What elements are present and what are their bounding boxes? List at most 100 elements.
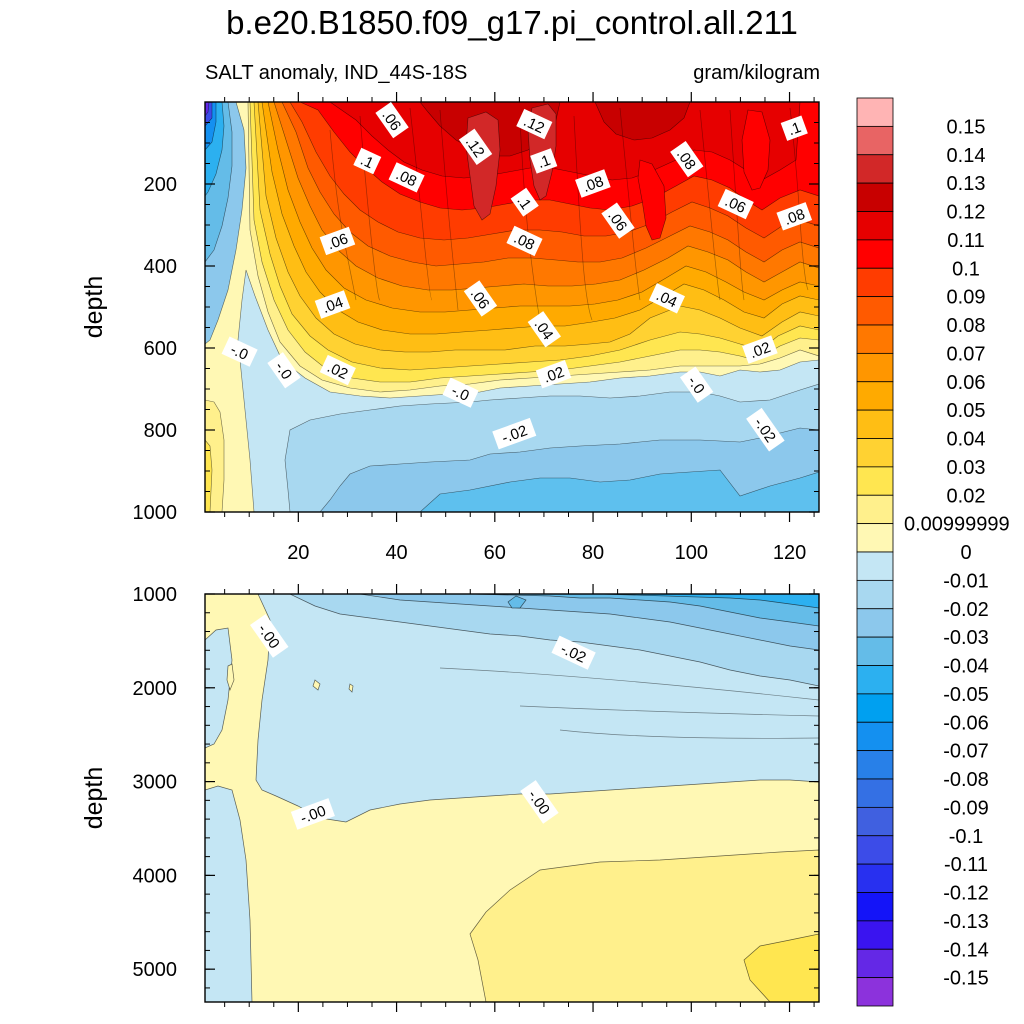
colorbar-swatch <box>856 579 894 610</box>
contour-label: -.0 <box>679 366 714 403</box>
contour-label: .1 <box>780 115 808 141</box>
y-tick-label: 1000 <box>133 502 178 524</box>
chart-title: b.e20.B1850.f09_g17.pi_control.all.211 <box>226 4 798 41</box>
colorbar-label: -0.14 <box>943 939 989 961</box>
colorbar-swatch <box>856 665 894 695</box>
colorbar-swatch <box>856 381 894 411</box>
contour-label: -.0 <box>442 377 479 408</box>
colorbar-swatch <box>856 97 894 127</box>
contour-label-bg <box>353 147 382 175</box>
contour-label-text: .04 <box>320 294 345 317</box>
contour-label-text: -.0 <box>228 341 251 364</box>
contour-label: .1 <box>510 187 539 217</box>
contour-label-bg <box>601 202 635 239</box>
colorbar-swatch <box>856 523 894 553</box>
contour-label: .1 <box>530 148 558 174</box>
contour-label: -.0 <box>221 336 258 367</box>
contour-label-bg <box>670 140 704 178</box>
contour-label-bg <box>530 148 558 174</box>
colorbar-swatch <box>856 892 894 922</box>
colorbar-swatch <box>856 438 894 468</box>
colorbar-swatch <box>856 239 894 269</box>
colorbar-label: -0.03 <box>943 627 989 649</box>
y-tick-label: 3000 <box>133 772 178 794</box>
y-tick-label: 1000 <box>133 584 178 606</box>
y-tick-label: 800 <box>144 420 177 442</box>
y-tick-label: 5000 <box>133 959 178 981</box>
x-tick-label: 100 <box>675 542 708 564</box>
colorbar-swatch <box>856 352 894 383</box>
colorbar-swatch <box>856 835 894 865</box>
contour-label-text: .1 <box>535 152 553 172</box>
contour-label-text: -.0 <box>271 359 295 383</box>
contour-label-bg <box>575 169 611 198</box>
colorbar-label: -0.09 <box>943 797 989 819</box>
contour-label-bg <box>776 202 813 231</box>
colorbar-swatch <box>856 324 894 354</box>
contour-label-bg <box>648 283 686 314</box>
contour-label-bg <box>780 115 808 141</box>
contour-label-text: -.0 <box>449 382 472 405</box>
colorbar-label: 0.06 <box>947 372 986 394</box>
contour-label-bg <box>527 311 562 348</box>
colorbar-swatch <box>856 211 894 241</box>
upper-axes: 200 400 600 800 1000 20 40 60 80 100 120 depth <box>80 92 819 564</box>
colorbar-label: 0.09 <box>947 287 986 309</box>
colorbar-swatch <box>856 721 894 752</box>
colorbar-label: -0.07 <box>943 741 989 763</box>
contour-label-bg <box>516 108 553 140</box>
colorbar-swatch <box>856 409 894 439</box>
contour-label-text: -.0 <box>684 373 708 397</box>
colorbar-label: -0.1 <box>949 826 983 848</box>
colorbar-label: -0.06 <box>943 712 989 734</box>
colorbar-label: -0.13 <box>943 911 989 933</box>
contour-label-text: .02 <box>541 364 566 387</box>
colorbar-label: 0.13 <box>947 173 986 195</box>
contour-label-bg <box>458 128 493 165</box>
colorbar-label: 0.1 <box>952 258 980 280</box>
colorbar-label: 0.08 <box>947 315 986 337</box>
contour-label-bg <box>319 354 356 386</box>
contour-label-text: .06 <box>325 230 350 253</box>
contour-label-bg <box>267 352 301 389</box>
contour-label-text: .08 <box>782 206 807 229</box>
upper-y-axis-label: depth <box>80 276 108 339</box>
colorbar-swatch <box>856 267 894 298</box>
colorbar-swatch <box>856 863 894 893</box>
contour-label-bg <box>506 225 543 257</box>
colorbar-label: 0.14 <box>947 145 986 167</box>
colorbar-swatch <box>856 920 894 950</box>
contour-label: .04 <box>314 290 351 319</box>
colorbar-label: 0.00999999 <box>904 514 1010 536</box>
colorbar-labels: 0.15 0.14 0.13 0.12 0.11 0.1 0.09 0.08 0.07 0.06 0… <box>904 116 1010 989</box>
contour-label-bg <box>510 187 539 217</box>
x-tick-label: 20 <box>287 542 309 564</box>
contour-label-bg <box>717 188 754 220</box>
contour-label-bg <box>442 377 479 408</box>
contour-label-bg <box>535 359 572 389</box>
colorbar-label: 0.03 <box>947 457 986 479</box>
colorbar-label: -0.02 <box>943 599 989 621</box>
variable-subtitle: SALT anomaly, IND_44S-18S <box>205 62 468 84</box>
colorbar-label: -0.15 <box>943 968 989 990</box>
y-tick-label: 4000 <box>133 865 178 887</box>
contour-label-text: .1 <box>786 119 804 139</box>
colorbar-label: 0.05 <box>947 400 986 422</box>
colorbar-label: 0.02 <box>947 485 986 507</box>
colorbar-swatch <box>856 778 894 808</box>
colorbar-label: -0.01 <box>943 570 989 592</box>
contour-label-bg <box>463 280 498 317</box>
y-tick-label: 200 <box>144 174 177 196</box>
contour-label-bg <box>250 614 289 658</box>
lower-panel: -.00-.02-.00 -.00 10002000300040005000dep… <box>80 584 820 1012</box>
colorbar <box>856 97 894 1007</box>
colorbar-label: -0.05 <box>943 684 989 706</box>
colorbar-swatch <box>856 948 894 979</box>
colorbar-swatch <box>856 182 894 212</box>
colorbar-swatch <box>856 466 894 496</box>
x-tick-label: 60 <box>484 542 506 564</box>
colorbar-swatch <box>856 977 894 1007</box>
contour-label: .08 <box>575 169 611 198</box>
x-tick-label: 40 <box>385 542 407 564</box>
